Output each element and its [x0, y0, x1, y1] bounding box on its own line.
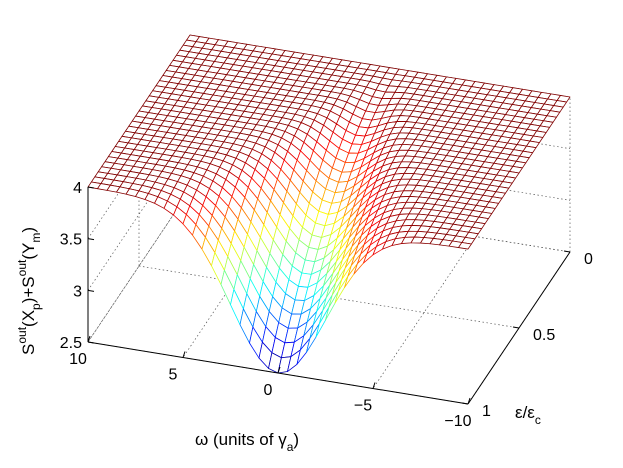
z-tick-mark — [87, 289, 95, 292]
z-tick-mark — [87, 186, 95, 189]
z-tick-label: 4 — [73, 180, 82, 197]
y-tick-mark — [461, 402, 469, 405]
z-tick-label: 3 — [73, 283, 82, 300]
x-tick-mark — [372, 382, 376, 389]
grid-line — [87, 189, 191, 343]
grid-line — [372, 236, 476, 389]
z-tick-mark — [87, 341, 95, 344]
z-tick-mark — [87, 238, 95, 241]
x-tick-label: 0 — [264, 382, 273, 399]
y-tick-mark — [563, 250, 571, 253]
tick-labels: 2.5 3 3.5 4 10 5 0 −5 −10 0 0.5 1 — [60, 180, 593, 430]
x-tick-mark — [182, 351, 186, 358]
y-tick-mark — [512, 326, 520, 329]
z-tick-label: 3.5 — [60, 232, 82, 249]
x-tick-label: 5 — [169, 367, 178, 384]
grid-line — [87, 189, 191, 343]
x-tick-mark — [467, 397, 471, 405]
y-tick-label: 0.5 — [533, 327, 555, 344]
z-tick-label: 2.5 — [60, 335, 82, 352]
x-tick-label: −5 — [354, 398, 372, 415]
x-tick-mark — [277, 366, 281, 374]
x-axis-label: ω (units of γa) — [195, 430, 299, 454]
grid-line — [182, 205, 286, 358]
x-tick-mark — [87, 335, 91, 343]
x-tick-label: 10 — [69, 351, 87, 368]
surface-cell — [458, 242, 472, 250]
y-tick-label: 1 — [482, 403, 491, 420]
surface-mesh — [87, 34, 571, 374]
x-tick-label: −10 — [444, 413, 471, 430]
y-axis-label: ε/εc — [515, 403, 541, 427]
z-axis-label: Sout(Xp)+Sout(Ym) — [15, 227, 43, 355]
y-tick-label: 0 — [584, 251, 593, 268]
